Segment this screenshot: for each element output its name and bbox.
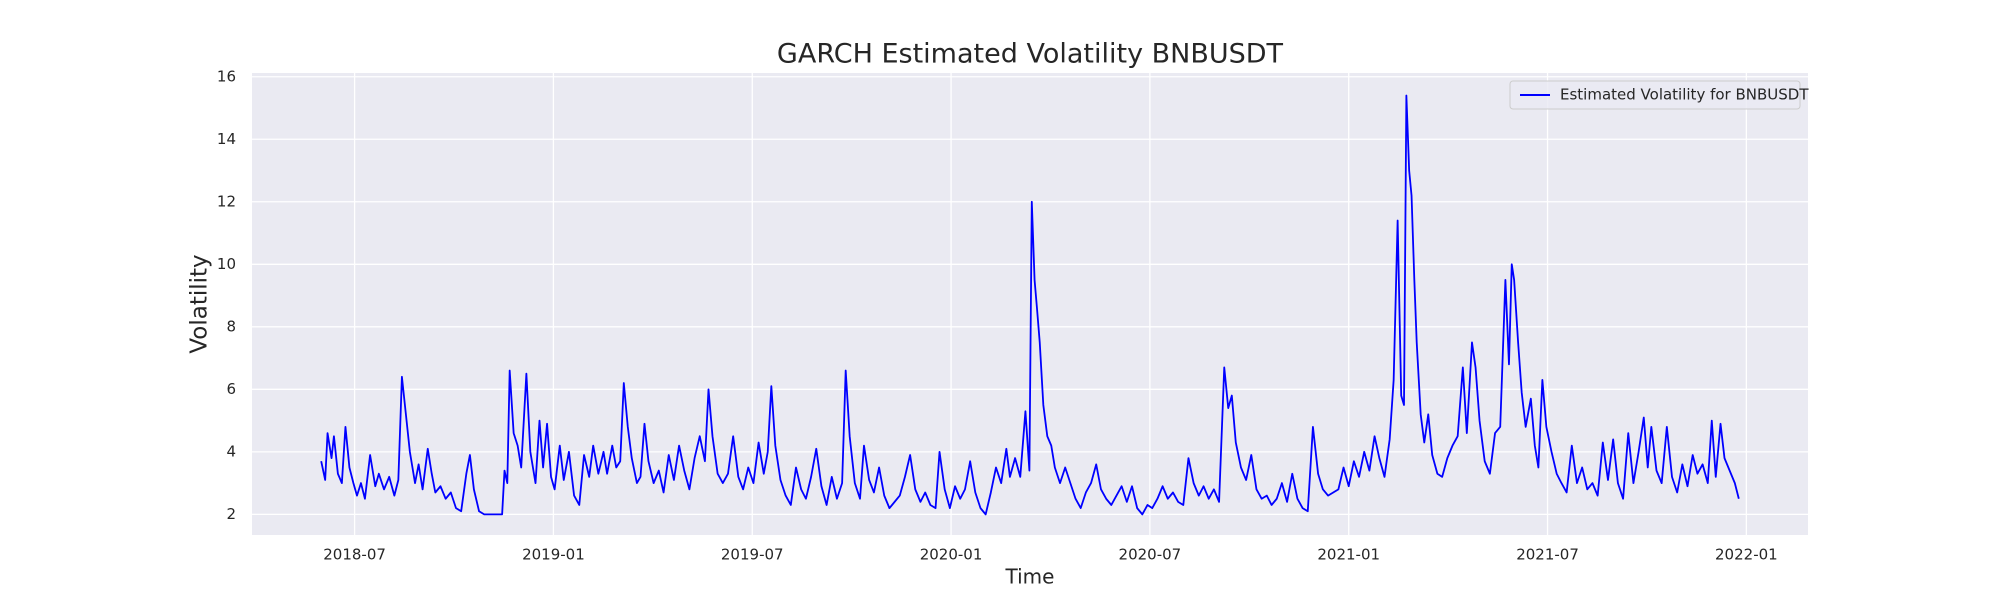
y-tick-label: 6 <box>226 380 236 398</box>
y-tick-label: 14 <box>217 130 236 148</box>
legend: Estimated Volatility for BNBUSDT <box>1509 80 1809 110</box>
chart-title: GARCH Estimated Volatility BNBUSDT <box>777 39 1284 70</box>
y-tick-label: 8 <box>226 317 236 335</box>
y-tick-label: 16 <box>217 67 236 85</box>
x-tick-label: 2020-07 <box>1119 546 1182 564</box>
y-tick-label: 10 <box>217 255 236 273</box>
x-axis-label: Time <box>1005 565 1055 589</box>
x-tick-label: 2018-07 <box>323 546 386 564</box>
legend-label: Estimated Volatility for BNBUSDT <box>1560 86 1809 104</box>
x-tick-label: 2021-01 <box>1317 546 1380 564</box>
x-tick-label: 2019-07 <box>721 546 784 564</box>
x-tick-label: 2021-07 <box>1516 546 1579 564</box>
line-series <box>320 94 1740 516</box>
x-tick-label: 2022-01 <box>1715 546 1778 564</box>
y-tick-label: 12 <box>217 192 236 210</box>
y-tick-label: 2 <box>226 505 236 523</box>
y-tick-label: 4 <box>226 442 236 460</box>
y-axis-label: Volatility <box>187 254 213 353</box>
x-tick-label: 2020-01 <box>920 546 983 564</box>
marks <box>320 94 1740 516</box>
legend-box <box>1509 80 1801 110</box>
x-tick-label: 2019-01 <box>522 546 585 564</box>
